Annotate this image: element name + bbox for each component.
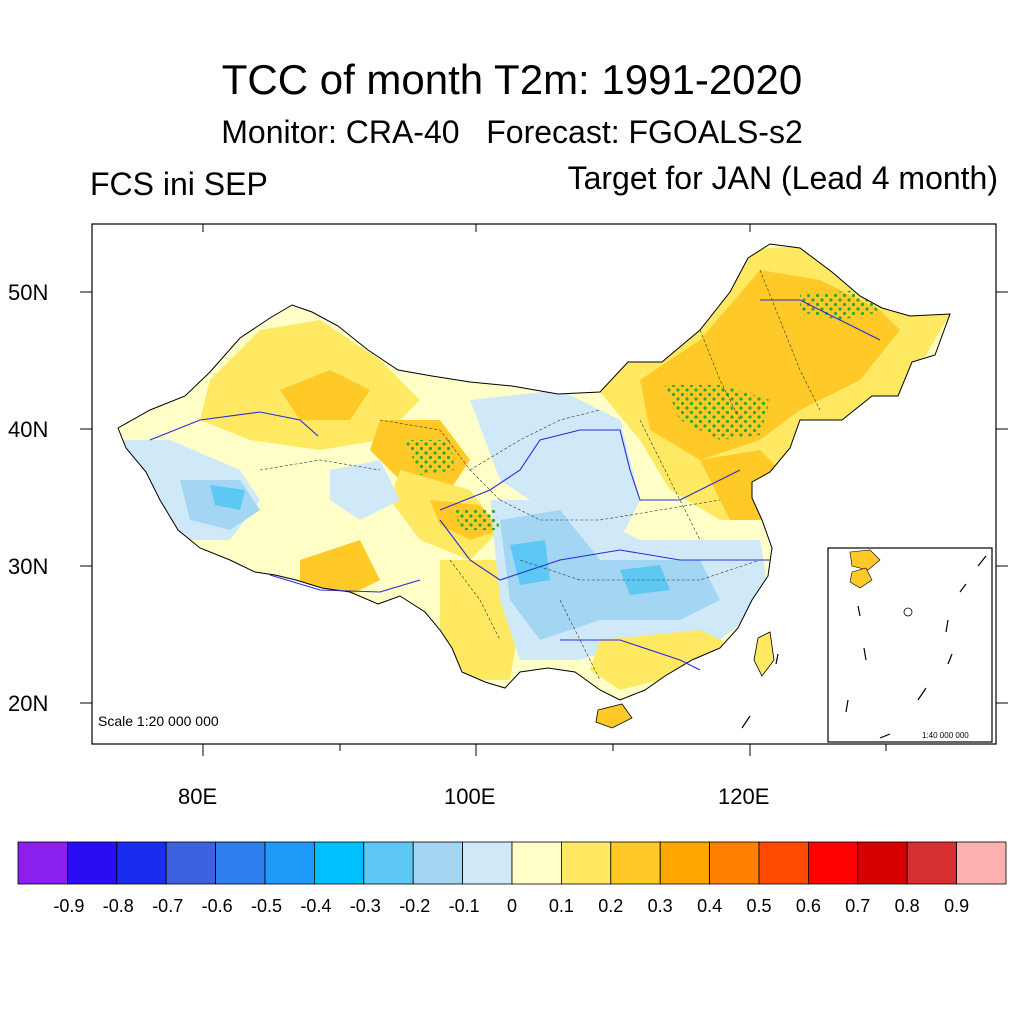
colorbar-swatch [17,841,68,885]
colorbar-swatch [511,841,562,885]
colorbar-label: 0.1 [548,896,574,916]
colorbar-swatch [610,841,661,885]
colorbar-swatch [857,841,908,885]
colorbar-label: 0.3 [647,896,673,916]
colorbar-label: 0 [506,896,517,916]
map-subtitle: Monitor: CRA-40 Forecast: FGOALS-s2 [221,114,803,150]
colorbar-swatch [906,841,958,885]
colorbar-label: 0.7 [845,896,871,916]
colorbar-label: -0.1 [448,896,480,916]
colorbar-label: 0.2 [598,896,624,916]
colorbar-swatch [462,841,513,885]
colorbar-swatch [808,841,859,885]
colorbar-swatch [264,841,315,885]
colorbar-label: 0.8 [894,896,920,916]
main-dash-marks [741,653,779,729]
colorbar-swatch [165,841,216,885]
map-title: TCC of month T2m: 1991-2020 [221,56,803,103]
inset-nine-dash-line [845,555,987,739]
axis-ticks [80,224,1008,756]
colorbar-label: -0.4 [300,896,332,916]
colorbar-label: -0.9 [53,896,85,916]
lat-label-50n: 50N [8,280,49,305]
colorbar-swatch [116,841,167,885]
lon-label-100e: 100E [444,784,496,809]
colorbar-label: 0.6 [795,896,821,916]
rivers [149,299,881,671]
colorbar-label: -0.7 [152,896,184,916]
taiwan-island [753,631,775,677]
colorbar-swatch [67,841,118,885]
lat-label-40n: 40N [8,417,49,442]
colorbar-swatch [215,841,266,885]
main-scale-text: Scale 1:20 000 000 [98,713,219,729]
colorbar-swatch [709,841,760,885]
province-boundaries [259,269,821,681]
colorbar-swatch [956,841,1007,885]
inset-reef [903,607,913,617]
colorbar-label: 0.9 [944,896,970,916]
colorbar-label: -0.2 [399,896,431,916]
hainan-island [595,703,633,729]
lon-label-120e: 120E [718,784,770,809]
colorbar-swatch [412,841,464,885]
colorbar-label: 0.5 [746,896,772,916]
inset-hainan-detail [849,567,873,589]
colorbar-swatch [758,841,809,885]
colorbar-swatch [363,841,414,885]
inset-hainan [849,549,881,571]
lon-label-80e: 80E [178,784,218,809]
colorbar-swatch [313,841,365,885]
colorbar-label: 0.4 [697,896,723,916]
colorbar-label: -0.6 [201,896,233,916]
colorbar [17,841,1007,885]
target-label: Target for JAN (Lead 4 month) [567,160,998,196]
inset-scale-text: 1:40 000 000 [922,731,969,740]
lat-label-20n: 20N [8,691,49,716]
lat-label-30n: 30N [8,554,49,579]
colorbar-swatch [561,841,612,885]
colorbar-label: -0.3 [349,896,381,916]
colorbar-label: -0.5 [251,896,283,916]
colorbar-label: -0.8 [102,896,134,916]
init-label: FCS ini SEP [90,166,268,202]
colorbar-swatch [659,841,711,885]
